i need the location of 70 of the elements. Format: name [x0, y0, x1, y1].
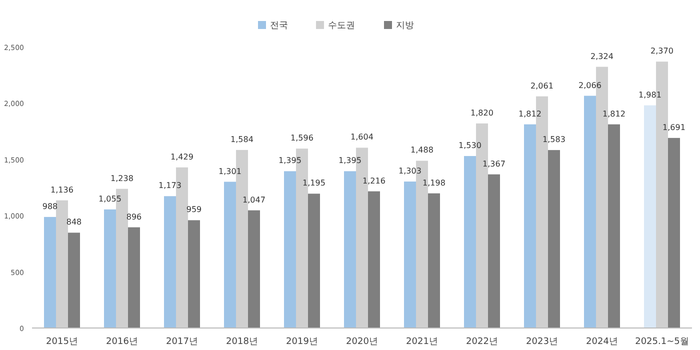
bar [524, 124, 536, 328]
x-tick-label: 2020년 [346, 337, 378, 347]
data-label: 1,367 [482, 159, 506, 168]
data-label: 1,812 [602, 109, 626, 118]
data-label: 1,173 [158, 181, 182, 190]
x-tick-label: 2015년 [46, 337, 78, 347]
data-label: 1,055 [98, 194, 122, 204]
data-label: 848 [66, 218, 82, 227]
data-label: 2,370 [650, 46, 674, 56]
x-tick-label: 2021년 [406, 337, 438, 347]
data-label: 1,047 [242, 195, 266, 204]
bar [284, 171, 296, 328]
data-label: 1,216 [362, 176, 386, 186]
bar [548, 150, 560, 328]
data-label: 1,691 [662, 122, 686, 132]
x-tick-label: 2016년 [106, 337, 138, 347]
data-label: 896 [126, 212, 142, 222]
bar [488, 174, 500, 328]
x-tick-label: 2024년 [586, 337, 618, 347]
bar [668, 138, 680, 328]
legend-label: 지방 [396, 21, 414, 31]
bar [368, 191, 380, 328]
data-label: 1,530 [458, 141, 482, 150]
data-label: 1,395 [338, 156, 362, 166]
bar [164, 196, 176, 328]
bar [584, 96, 596, 328]
bar [428, 193, 440, 328]
bar [68, 232, 80, 328]
bar [56, 200, 68, 328]
data-label: 1,820 [470, 108, 494, 118]
bar [44, 216, 56, 328]
x-tick-label: 2022년 [466, 337, 498, 347]
legend-label: 전국 [270, 21, 288, 31]
data-label: 1,596 [290, 134, 314, 143]
bar [224, 182, 236, 328]
bar [344, 171, 356, 328]
bar [464, 156, 476, 328]
data-label: 1,198 [422, 178, 446, 188]
bar [104, 209, 116, 328]
data-label: 959 [186, 205, 202, 214]
data-label: 1,195 [302, 178, 326, 188]
bar [404, 182, 416, 328]
data-label: 1,303 [398, 166, 422, 176]
bar [248, 210, 260, 328]
data-label: 2,324 [590, 52, 614, 61]
bar [308, 194, 320, 328]
data-label: 988 [42, 202, 58, 211]
data-label: 1,812 [518, 109, 542, 118]
data-label: 1,604 [350, 132, 374, 142]
data-label: 1,584 [230, 134, 254, 144]
x-tick-label: 2017년 [166, 337, 198, 347]
data-label: 1,981 [638, 90, 662, 100]
x-tick-label: 2025.1~5월 [635, 337, 689, 347]
x-tick-label: 2018년 [226, 337, 258, 347]
bar [644, 105, 656, 328]
data-label: 1,395 [278, 156, 302, 166]
bar [188, 220, 200, 328]
data-label: 1,238 [110, 174, 134, 183]
bar [608, 124, 620, 328]
data-label: 2,066 [578, 80, 602, 90]
x-tick-label: 2019년 [286, 337, 318, 347]
bar [128, 227, 140, 328]
data-label: 1,583 [542, 135, 566, 144]
data-label: 1,301 [218, 166, 242, 176]
data-label: 1,488 [410, 146, 434, 155]
legend-label: 수도권 [328, 21, 355, 31]
data-label: 2,061 [530, 81, 554, 90]
data-label: 1,136 [50, 185, 74, 194]
x-tick-label: 2023년 [526, 337, 558, 347]
data-label: 1,429 [170, 152, 194, 162]
